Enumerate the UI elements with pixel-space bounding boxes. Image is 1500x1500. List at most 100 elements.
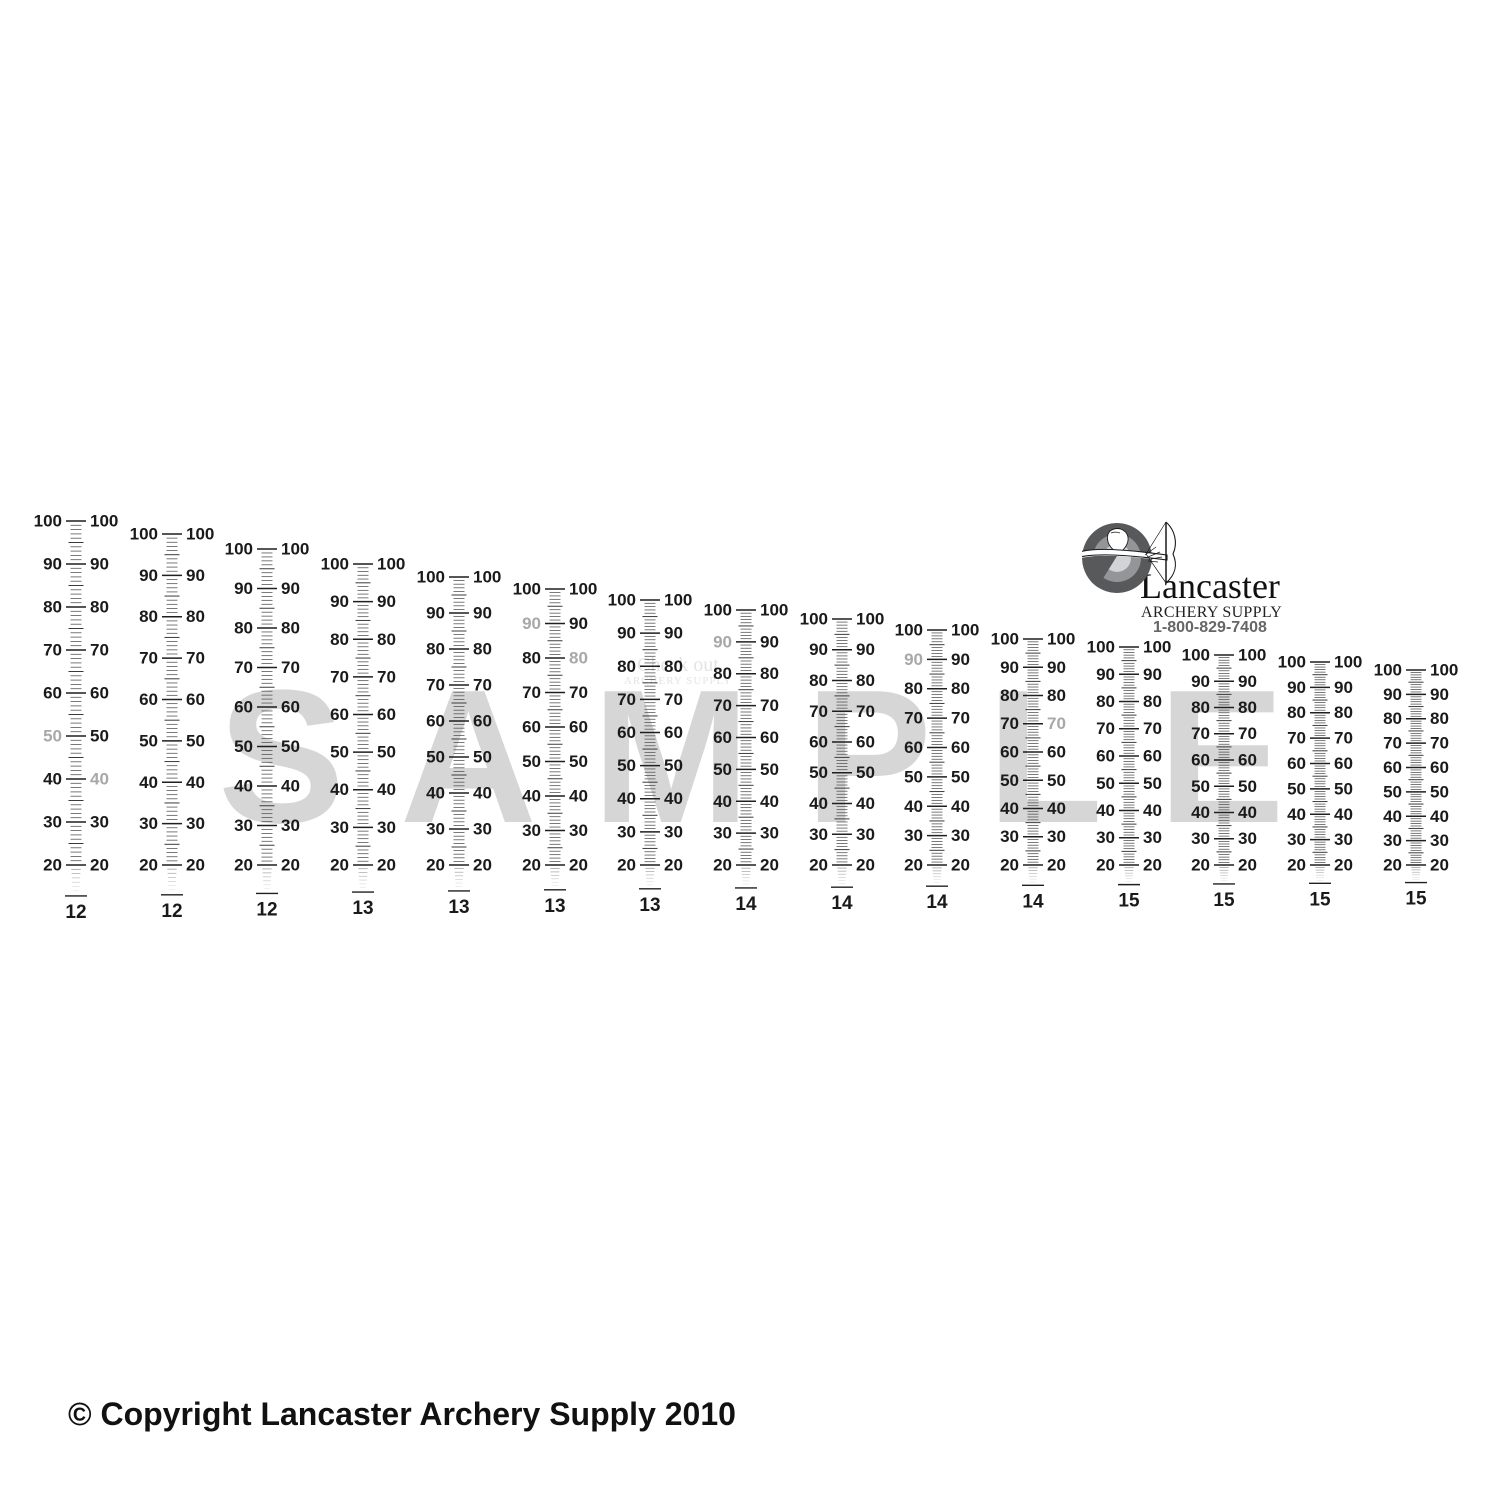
svg-text:90: 90 (377, 592, 396, 611)
svg-text:80: 80 (90, 598, 109, 617)
svg-text:80: 80 (713, 664, 732, 683)
svg-text:40: 40 (522, 787, 541, 806)
svg-text:30: 30 (1287, 830, 1306, 849)
svg-text:40: 40 (1383, 807, 1402, 826)
svg-text:90: 90 (139, 566, 158, 585)
svg-text:100: 100 (1430, 661, 1458, 680)
svg-text:70: 70 (856, 702, 875, 721)
svg-text:80: 80 (522, 649, 541, 668)
svg-text:50: 50 (664, 756, 683, 775)
svg-text:20: 20 (281, 856, 300, 875)
svg-text:60: 60 (43, 684, 62, 703)
svg-text:100: 100 (34, 512, 62, 531)
svg-text:12: 12 (161, 901, 182, 922)
svg-text:80: 80 (1238, 698, 1257, 717)
svg-text:80: 80 (1383, 709, 1402, 728)
svg-text:60: 60 (139, 690, 158, 709)
svg-text:100: 100 (1238, 646, 1266, 665)
svg-text:100: 100 (1182, 646, 1210, 665)
svg-text:60: 60 (1334, 754, 1353, 773)
svg-text:30: 30 (951, 826, 970, 845)
svg-text:50: 50 (713, 760, 732, 779)
svg-text:20: 20 (330, 856, 349, 875)
svg-text:30: 30 (473, 820, 492, 839)
svg-text:20: 20 (522, 856, 541, 875)
svg-text:70: 70 (1191, 724, 1210, 743)
svg-text:40: 40 (377, 780, 396, 799)
svg-text:30: 30 (1047, 827, 1066, 846)
svg-text:50: 50 (1096, 774, 1115, 793)
svg-text:90: 90 (856, 640, 875, 659)
svg-text:80: 80 (473, 640, 492, 659)
svg-text:15: 15 (1309, 889, 1331, 910)
svg-text:40: 40 (1191, 803, 1210, 822)
svg-text:60: 60 (1287, 754, 1306, 773)
svg-text:50: 50 (281, 737, 300, 756)
svg-text:70: 70 (809, 702, 828, 721)
svg-text:50: 50 (809, 763, 828, 782)
svg-text:15: 15 (1405, 889, 1427, 910)
svg-text:20: 20 (951, 856, 970, 875)
svg-text:40: 40 (426, 784, 445, 803)
svg-text:60: 60 (951, 738, 970, 757)
svg-text:50: 50 (1238, 777, 1257, 796)
svg-text:80: 80 (617, 657, 636, 676)
svg-text:100: 100 (704, 601, 732, 620)
svg-text:20: 20 (1238, 856, 1257, 875)
svg-text:70: 70 (377, 667, 396, 686)
svg-text:30: 30 (426, 820, 445, 839)
svg-text:13: 13 (639, 895, 660, 916)
svg-text:90: 90 (186, 566, 205, 585)
svg-text:30: 30 (904, 826, 923, 845)
svg-text:50: 50 (569, 752, 588, 771)
svg-text:30: 30 (856, 825, 875, 844)
svg-text:90: 90 (1191, 672, 1210, 691)
svg-text:20: 20 (856, 856, 875, 875)
svg-text:90: 90 (617, 624, 636, 643)
svg-text:20: 20 (139, 856, 158, 875)
svg-text:80: 80 (1191, 698, 1210, 717)
svg-text:20: 20 (426, 856, 445, 875)
svg-text:40: 40 (1430, 807, 1449, 826)
svg-text:30: 30 (186, 814, 205, 833)
svg-text:90: 90 (951, 650, 970, 669)
svg-text:40: 40 (186, 773, 205, 792)
svg-text:30: 30 (1000, 827, 1019, 846)
svg-text:100: 100 (1143, 638, 1171, 657)
svg-text:70: 70 (760, 696, 779, 715)
svg-text:80: 80 (377, 630, 396, 649)
svg-text:60: 60 (1143, 747, 1162, 766)
svg-text:20: 20 (186, 856, 205, 875)
svg-text:30: 30 (330, 818, 349, 837)
svg-text:90: 90 (330, 592, 349, 611)
svg-text:30: 30 (522, 821, 541, 840)
svg-text:60: 60 (904, 738, 923, 757)
svg-text:40: 40 (1238, 803, 1257, 822)
svg-text:60: 60 (1383, 758, 1402, 777)
svg-text:40: 40 (904, 797, 923, 816)
svg-text:70: 70 (1000, 714, 1019, 733)
svg-text:40: 40 (1287, 805, 1306, 824)
svg-text:30: 30 (569, 821, 588, 840)
svg-text:100: 100 (608, 591, 636, 610)
svg-text:60: 60 (856, 733, 875, 752)
svg-text:20: 20 (1047, 856, 1066, 875)
svg-text:40: 40 (473, 784, 492, 803)
svg-text:90: 90 (281, 579, 300, 598)
svg-text:20: 20 (1430, 856, 1449, 875)
svg-text:100: 100 (760, 601, 788, 620)
svg-text:30: 30 (1430, 831, 1449, 850)
svg-text:13: 13 (352, 898, 373, 919)
svg-text:50: 50 (1047, 771, 1066, 790)
svg-text:80: 80 (1430, 709, 1449, 728)
svg-text:20: 20 (43, 856, 62, 875)
svg-text:50: 50 (1383, 782, 1402, 801)
svg-text:70: 70 (426, 676, 445, 695)
svg-text:60: 60 (1191, 751, 1210, 770)
svg-text:40: 40 (1096, 801, 1115, 820)
svg-text:90: 90 (43, 555, 62, 574)
svg-text:80: 80 (856, 671, 875, 690)
svg-text:20: 20 (1287, 856, 1306, 875)
svg-text:80: 80 (1287, 703, 1306, 722)
svg-text:14: 14 (831, 893, 853, 914)
